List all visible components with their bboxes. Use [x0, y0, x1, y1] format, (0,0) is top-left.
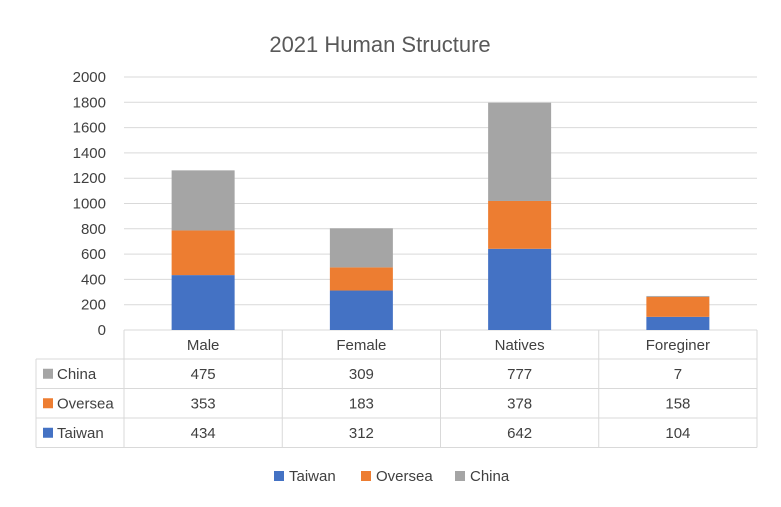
table-legend-key — [43, 398, 53, 409]
table-value: 777 — [507, 366, 532, 383]
x-category-label: Natives — [495, 337, 545, 354]
table-value: 434 — [191, 425, 216, 442]
y-tick-label: 600 — [81, 246, 106, 263]
y-tick-label: 1200 — [73, 170, 106, 187]
bar-oversea-male — [171, 230, 235, 276]
table-value: 158 — [665, 395, 690, 412]
bar-china-natives — [488, 102, 552, 201]
bar-taiwan-male — [171, 275, 235, 330]
table-value: 309 — [349, 366, 374, 383]
table-value: 475 — [191, 366, 216, 383]
bar-taiwan-female — [329, 290, 393, 330]
x-category-label: Female — [336, 337, 386, 354]
legend-swatch-taiwan — [274, 471, 284, 481]
table-value: 353 — [191, 395, 216, 412]
table-series-label: Oversea — [57, 395, 114, 412]
bars — [171, 102, 710, 330]
bar-oversea-natives — [488, 200, 552, 249]
table-value: 183 — [349, 395, 374, 412]
legend-label: Taiwan — [289, 468, 336, 485]
y-tick-label: 800 — [81, 221, 106, 238]
table-value: 378 — [507, 395, 532, 412]
table-legend-key — [43, 427, 53, 438]
bar-taiwan-foreginer — [646, 316, 710, 330]
y-tick-label: 1400 — [73, 145, 106, 162]
table-value: 312 — [349, 425, 374, 442]
y-tick-label: 400 — [81, 271, 106, 288]
y-tick-label: 1800 — [73, 94, 106, 111]
legend-swatch-oversea — [361, 471, 371, 481]
table-value: 7 — [674, 366, 682, 383]
y-tick-label: 200 — [81, 297, 106, 314]
bar-china-foreginer — [646, 295, 710, 297]
legend: Taiwan Oversea China — [274, 468, 510, 485]
legend-label: Oversea — [376, 468, 433, 485]
bar-taiwan-natives — [488, 248, 552, 330]
table-legend-key — [43, 368, 53, 379]
table-series-label: Taiwan — [57, 425, 104, 442]
x-category-label: Foreginer — [646, 337, 710, 354]
x-category-label: Male — [187, 337, 220, 354]
y-tick-label: 2000 — [73, 69, 106, 86]
legend-label: China — [470, 468, 510, 485]
y-tick-label: 1000 — [73, 196, 106, 213]
y-tick-label: 0 — [98, 322, 106, 339]
y-tick-label: 1600 — [73, 120, 106, 137]
table-value: 642 — [507, 425, 532, 442]
table-series-label: China — [57, 366, 97, 383]
table-value: 104 — [665, 425, 690, 442]
chart-title: 2021 Human Structure — [269, 32, 490, 57]
bar-oversea-female — [329, 267, 393, 291]
bar-china-male — [171, 170, 235, 231]
bar-china-female — [329, 228, 393, 268]
bar-oversea-foreginer — [646, 296, 710, 317]
legend-swatch-china — [455, 471, 465, 481]
y-axis-ticks: 0 200 400 600 800 1000 1200 1400 1600 1800 2000 — [73, 69, 106, 339]
